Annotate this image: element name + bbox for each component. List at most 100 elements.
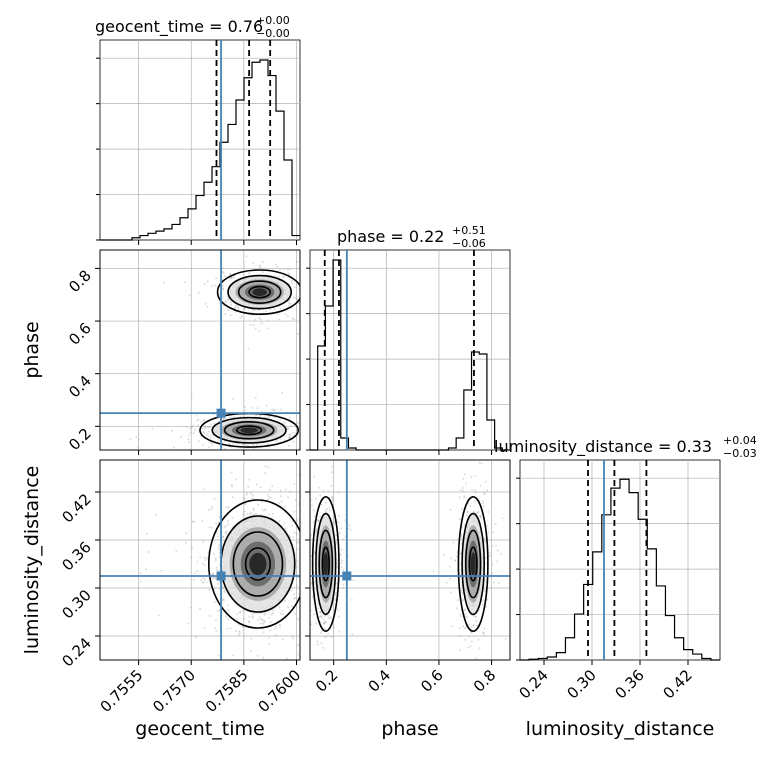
sample-point: [230, 276, 233, 279]
sample-point: [223, 526, 226, 529]
sample-point: [335, 538, 338, 541]
sample-point: [450, 591, 453, 594]
sample-point: [483, 627, 486, 630]
sample-point: [469, 504, 472, 507]
sample-point: [287, 444, 290, 447]
sample-point: [463, 495, 466, 498]
sample-point: [254, 318, 257, 321]
sample-point: [288, 273, 291, 276]
sample-point: [336, 608, 339, 611]
sample-point: [279, 489, 282, 492]
sample-point: [203, 283, 206, 286]
sample-point: [288, 416, 291, 419]
sample-point: [461, 507, 464, 510]
sample-point: [323, 619, 326, 622]
sample-point: [209, 423, 212, 426]
sample-point: [468, 623, 471, 626]
sample-point: [172, 446, 175, 449]
sample-point: [274, 634, 277, 637]
sample-point: [293, 296, 296, 299]
sample-point: [250, 637, 253, 640]
sample-point: [319, 631, 322, 634]
sample-point: [226, 618, 229, 621]
sample-point: [222, 271, 225, 274]
sample-point: [242, 609, 245, 612]
sample-point: [233, 276, 236, 279]
sample-point: [443, 554, 446, 557]
sample-point: [322, 489, 325, 492]
sample-point: [289, 302, 292, 305]
sample-point: [239, 316, 242, 319]
sample-point: [485, 605, 488, 608]
sample-point: [223, 275, 226, 278]
sample-point: [179, 436, 182, 439]
sample-point: [250, 650, 253, 653]
sample-point: [202, 430, 205, 433]
sample-point: [297, 653, 300, 656]
sample-point: [197, 440, 200, 443]
contour-line: [315, 512, 337, 616]
title-phase: phase = 0.22 +0.51 −0.06: [337, 224, 486, 250]
sample-point: [310, 554, 313, 557]
sample-point: [191, 520, 194, 523]
sample-point: [243, 514, 246, 517]
sample-point: [470, 640, 473, 643]
sample-point: [325, 636, 328, 639]
sample-point: [254, 396, 257, 399]
sample-point: [200, 427, 203, 430]
sample-point: [473, 489, 476, 492]
sample-point: [321, 630, 324, 633]
sample-point: [314, 530, 317, 533]
sample-point: [185, 426, 188, 429]
sample-point: [277, 318, 280, 321]
sample-point: [200, 420, 203, 423]
sample-point: [264, 509, 267, 512]
sample-point: [283, 599, 286, 602]
sample-point: [252, 497, 255, 500]
sample-point: [486, 489, 489, 492]
sample-point: [349, 528, 352, 531]
sample-point: [294, 296, 297, 299]
contour-line: [223, 421, 275, 440]
sample-point: [495, 544, 498, 547]
sample-point: [229, 273, 232, 276]
sample-point: [296, 565, 299, 568]
sample-point: [267, 498, 270, 501]
sample-point: [215, 566, 218, 569]
sample-point: [297, 618, 300, 621]
sample-point: [462, 477, 465, 480]
sample-point: [339, 553, 342, 556]
sample-point: [251, 494, 254, 497]
sample-point: [474, 500, 477, 503]
sample-point: [203, 564, 206, 567]
sample-point: [281, 609, 284, 612]
sample-point: [324, 628, 327, 631]
sample-point: [189, 427, 192, 430]
sample-point: [334, 598, 337, 601]
sample-point: [483, 491, 486, 494]
sample-point: [296, 559, 299, 562]
sample-point: [278, 275, 281, 278]
sample-point: [315, 528, 318, 531]
sample-point: [475, 620, 478, 623]
sample-point: [258, 329, 261, 332]
sample-point: [463, 609, 466, 612]
sample-point: [340, 566, 343, 569]
sample-point: [214, 577, 217, 580]
sample-point: [296, 584, 299, 587]
sample-point: [263, 621, 266, 624]
sample-point: [196, 560, 199, 563]
sample-point: [283, 421, 286, 424]
sample-point: [163, 281, 166, 284]
contour-line: [216, 269, 300, 316]
sample-point: [297, 502, 300, 505]
sample-point: [259, 265, 262, 268]
sample-point: [239, 610, 242, 613]
sample-point: [224, 301, 227, 304]
contour-line: [461, 512, 486, 616]
sample-point: [288, 268, 291, 271]
title-geocent_time-lower: −0.00: [256, 27, 290, 40]
sample-point: [318, 486, 321, 489]
sample-point: [204, 426, 207, 429]
sample-point: [458, 518, 461, 521]
